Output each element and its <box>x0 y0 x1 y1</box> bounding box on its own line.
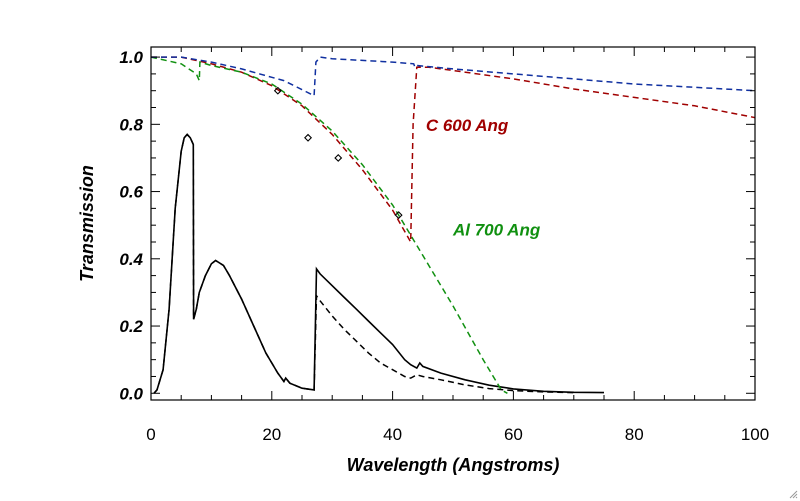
data-marker-1 <box>304 133 313 142</box>
series-line-3 <box>151 56 508 394</box>
annotation-0: C 600 Ang <box>426 116 509 135</box>
series-line-0 <box>153 133 605 394</box>
x-tick-label: 100 <box>741 425 769 444</box>
annotations: C 600 Ang Al 700 Ang <box>426 116 541 239</box>
series-line-2 <box>151 56 755 245</box>
x-tick-label: 20 <box>262 425 281 444</box>
series-line-1 <box>153 133 574 394</box>
x-axis-title: Wavelength (Angstroms) <box>347 455 560 475</box>
y-tick-label: 0.4 <box>119 250 143 269</box>
y-tick-label: 0.2 <box>119 317 143 336</box>
data-marker-0 <box>273 86 282 95</box>
series-line-4 <box>151 56 755 97</box>
x-tick-label: 60 <box>504 425 523 444</box>
y-tick-label: 1.0 <box>119 48 143 67</box>
y-axis-title: Transmission <box>77 165 97 282</box>
axis-ticks: 0 20 40 60 80 100 0.0 0.2 0.4 0.6 0.8 1.0 <box>119 47 769 444</box>
x-tick-label: 80 <box>625 425 644 444</box>
data-marker-3 <box>394 211 403 220</box>
data-layer <box>151 56 755 394</box>
annotation-1: Al 700 Ang <box>452 220 541 239</box>
data-marker-2 <box>334 153 343 162</box>
x-tick-label: 0 <box>146 425 155 444</box>
y-tick-label: 0.6 <box>119 183 143 202</box>
x-tick-label: 40 <box>383 425 402 444</box>
y-tick-label: 0.0 <box>119 384 143 403</box>
resize-grip-icon[interactable] <box>786 487 798 499</box>
y-tick-label: 0.8 <box>119 115 143 134</box>
